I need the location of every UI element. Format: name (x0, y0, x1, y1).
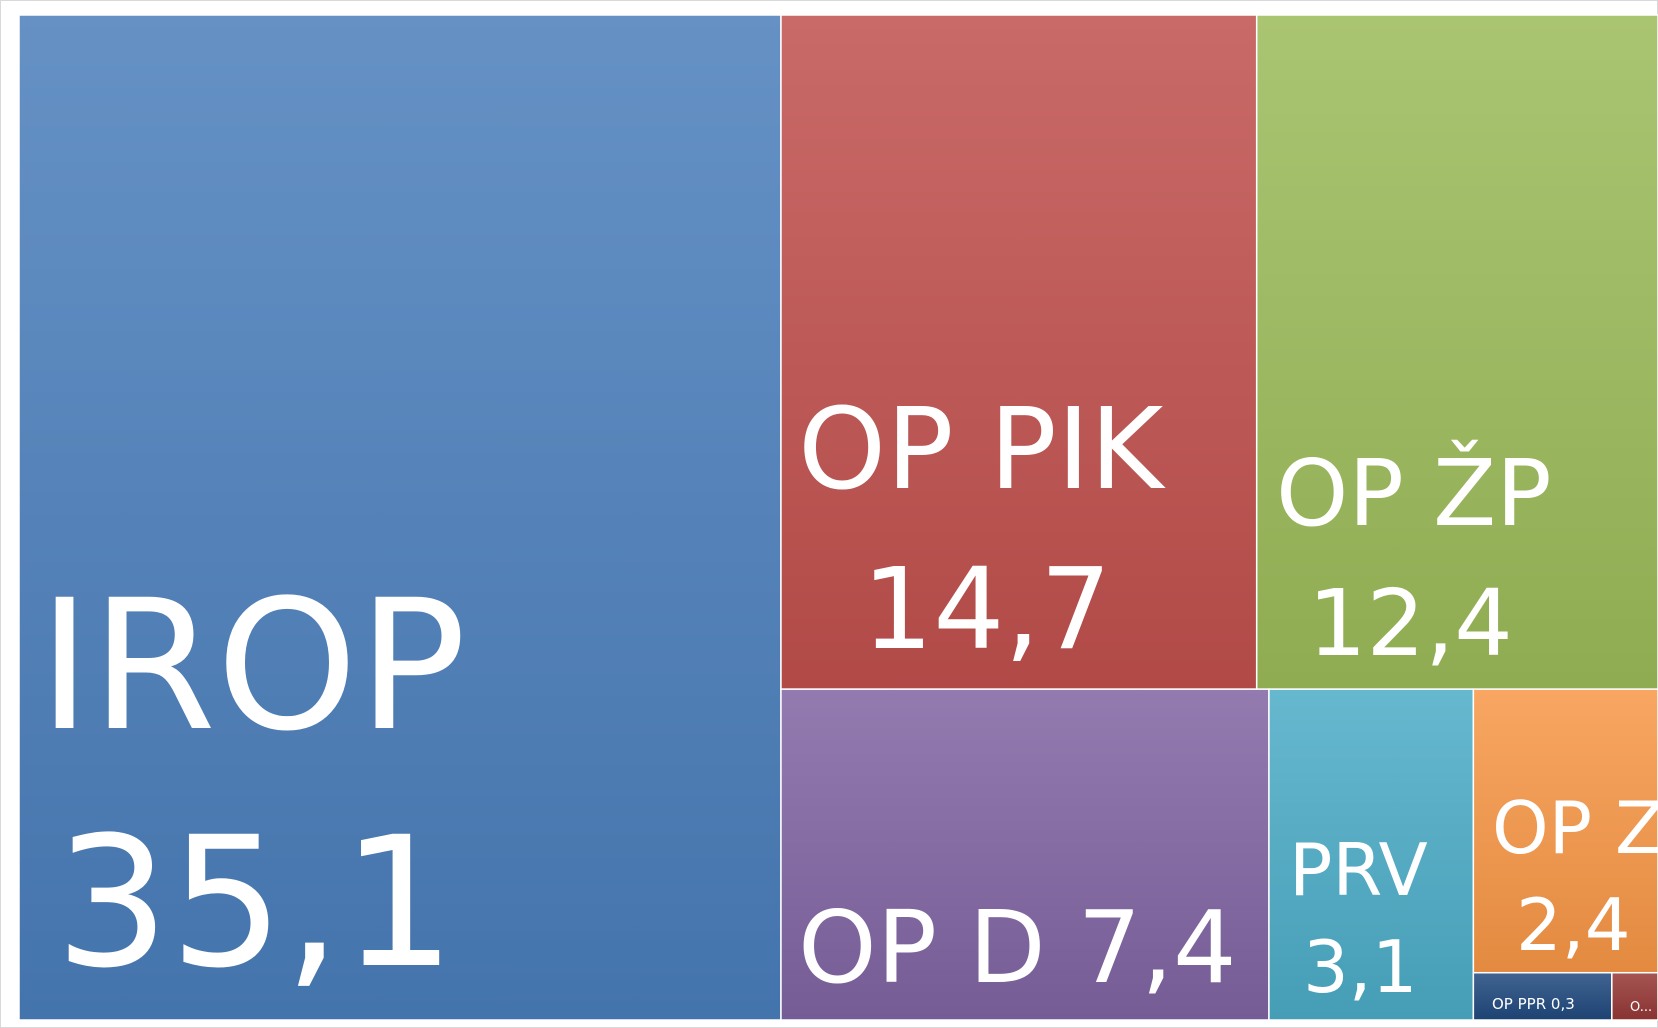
tile-name: PRV (1289, 828, 1428, 912)
tile-label: OP D 7,4 (798, 889, 1237, 1006)
tile-label: OP PPR 0,3 (1492, 995, 1575, 1013)
tile-label: O... (1630, 1000, 1652, 1015)
tile (1268, 688, 1475, 1021)
tile-value: 0,3 (1551, 995, 1575, 1013)
tile (1472, 688, 1658, 974)
tile (780, 14, 1258, 690)
tile-name: OP ŽP (1276, 439, 1552, 547)
tile-value: 12,4 (1308, 570, 1513, 677)
tile-value: 14,7 (862, 545, 1111, 675)
tile-name: OP Z (1492, 786, 1658, 870)
tile-name: O... (1630, 1000, 1652, 1015)
tile-name: OP PIK (798, 385, 1166, 515)
tile-name: IROP (38, 562, 466, 771)
tile (1255, 14, 1658, 690)
tile-value: 7,4 (1078, 889, 1237, 1006)
tile-name: OP D (798, 889, 1046, 1006)
tile (18, 14, 782, 1021)
tile (780, 688, 1270, 1021)
tile-name: OP PPR (1492, 995, 1546, 1013)
tile-value: 35,1 (55, 799, 456, 1008)
tile (1611, 971, 1658, 1021)
tile-value: 3,1 (1303, 925, 1418, 1009)
tile-value: 2,4 (1516, 883, 1631, 967)
